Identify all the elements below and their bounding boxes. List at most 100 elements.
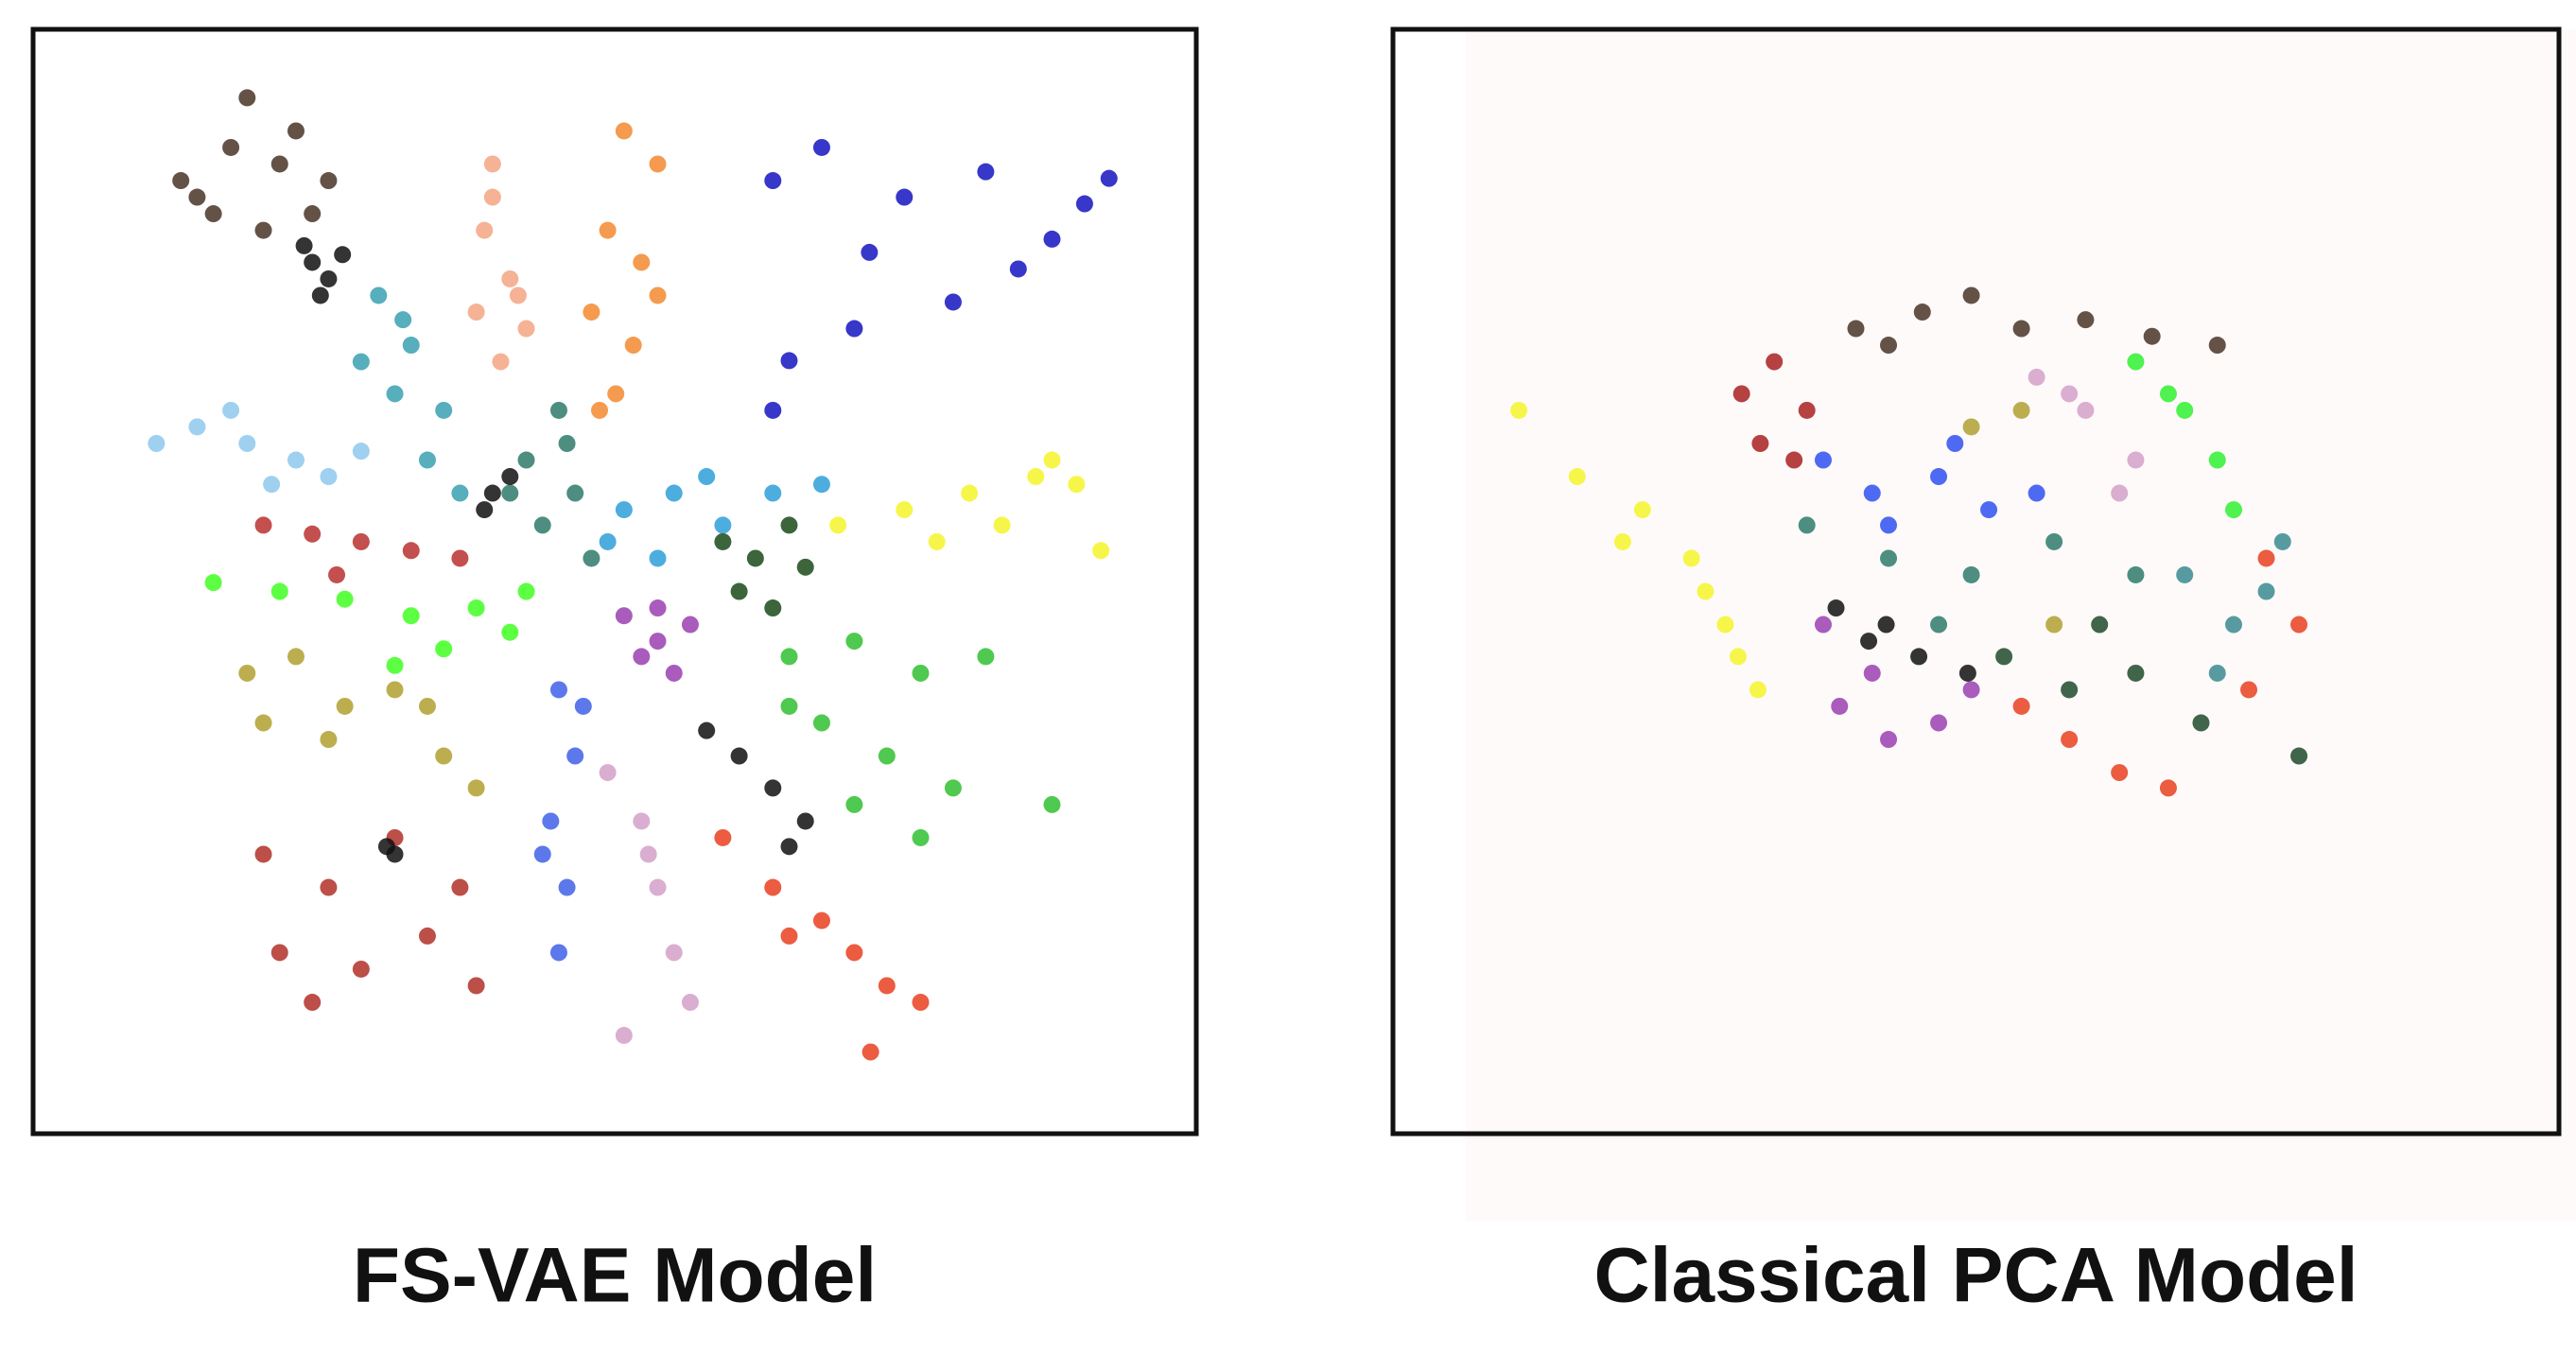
point bbox=[2224, 616, 2242, 634]
point bbox=[386, 681, 404, 699]
plot-frame bbox=[1390, 26, 2562, 1137]
point bbox=[336, 590, 354, 608]
point bbox=[1962, 681, 1980, 699]
point bbox=[1863, 664, 1881, 682]
point bbox=[558, 435, 576, 452]
point bbox=[1847, 320, 1865, 338]
point bbox=[2077, 401, 2095, 419]
point bbox=[2127, 353, 2145, 371]
point bbox=[2176, 565, 2194, 583]
point bbox=[533, 845, 551, 863]
point bbox=[254, 845, 272, 863]
point bbox=[1510, 401, 1528, 419]
point bbox=[204, 205, 222, 223]
point bbox=[1814, 451, 1832, 469]
point bbox=[1930, 714, 1948, 732]
point bbox=[2290, 616, 2308, 634]
point bbox=[633, 648, 651, 666]
point bbox=[780, 352, 798, 370]
point bbox=[649, 633, 667, 651]
point bbox=[304, 994, 322, 1012]
point bbox=[1732, 385, 1750, 403]
point bbox=[566, 747, 584, 765]
point bbox=[649, 549, 667, 567]
point bbox=[501, 484, 519, 502]
point bbox=[402, 607, 420, 625]
point bbox=[263, 476, 281, 494]
point bbox=[2028, 484, 2045, 502]
point bbox=[583, 304, 600, 321]
point bbox=[2240, 681, 2258, 699]
point bbox=[2127, 565, 2145, 583]
point bbox=[270, 582, 288, 600]
point bbox=[549, 944, 567, 962]
point bbox=[639, 845, 657, 863]
point bbox=[591, 401, 609, 419]
point bbox=[845, 633, 863, 651]
point bbox=[566, 484, 584, 502]
point bbox=[501, 468, 519, 486]
point bbox=[1749, 681, 1767, 699]
panel-background bbox=[1466, 29, 2576, 1221]
point bbox=[2208, 337, 2226, 355]
point bbox=[418, 451, 436, 469]
point bbox=[2290, 747, 2308, 765]
point bbox=[2012, 320, 2030, 338]
point bbox=[1068, 476, 1086, 494]
point bbox=[1913, 304, 1931, 321]
point bbox=[370, 286, 388, 304]
point bbox=[2077, 311, 2095, 329]
point bbox=[599, 221, 617, 239]
point bbox=[780, 697, 798, 715]
point bbox=[845, 944, 863, 962]
point bbox=[1798, 401, 1816, 419]
point bbox=[1880, 516, 1898, 534]
point bbox=[1910, 648, 1928, 666]
point bbox=[320, 468, 338, 486]
point bbox=[649, 878, 667, 896]
point bbox=[334, 246, 352, 264]
point bbox=[2208, 664, 2226, 682]
point bbox=[1751, 435, 1769, 452]
point bbox=[1930, 468, 1948, 486]
point bbox=[2257, 549, 2275, 567]
point bbox=[2028, 368, 2045, 386]
point bbox=[287, 451, 305, 469]
point bbox=[764, 779, 782, 797]
point bbox=[2045, 616, 2063, 634]
point bbox=[188, 188, 206, 206]
point bbox=[2012, 697, 2030, 715]
point bbox=[896, 501, 914, 519]
point bbox=[549, 401, 567, 419]
point bbox=[1962, 286, 1980, 304]
point bbox=[961, 484, 979, 502]
point bbox=[542, 812, 560, 830]
point bbox=[238, 664, 256, 682]
point bbox=[517, 451, 535, 469]
point bbox=[222, 401, 240, 419]
point bbox=[1785, 451, 1803, 469]
point bbox=[845, 795, 863, 813]
point bbox=[1962, 565, 1980, 583]
point bbox=[304, 525, 322, 543]
point bbox=[1958, 664, 1976, 682]
point bbox=[386, 385, 404, 403]
point bbox=[878, 747, 896, 765]
point bbox=[254, 516, 272, 534]
point bbox=[1880, 549, 1898, 567]
point bbox=[270, 155, 288, 173]
point bbox=[607, 385, 625, 403]
point bbox=[1100, 169, 1118, 187]
point bbox=[633, 253, 651, 271]
point bbox=[352, 532, 370, 550]
point bbox=[845, 320, 863, 338]
point bbox=[812, 138, 830, 156]
point bbox=[483, 155, 501, 173]
point bbox=[483, 188, 501, 206]
point bbox=[698, 721, 716, 739]
point bbox=[1962, 418, 1980, 436]
point bbox=[501, 623, 519, 641]
point bbox=[295, 236, 313, 254]
point bbox=[1880, 337, 1898, 355]
point bbox=[928, 532, 946, 550]
